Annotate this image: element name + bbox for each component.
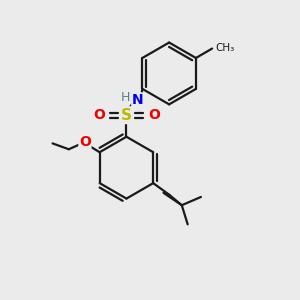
Text: O: O <box>148 108 160 122</box>
Text: CH₃: CH₃ <box>216 43 235 53</box>
Text: O: O <box>79 135 91 149</box>
Text: S: S <box>121 108 132 123</box>
Text: H: H <box>120 91 130 104</box>
Text: O: O <box>93 108 105 122</box>
Text: N: N <box>132 93 144 107</box>
